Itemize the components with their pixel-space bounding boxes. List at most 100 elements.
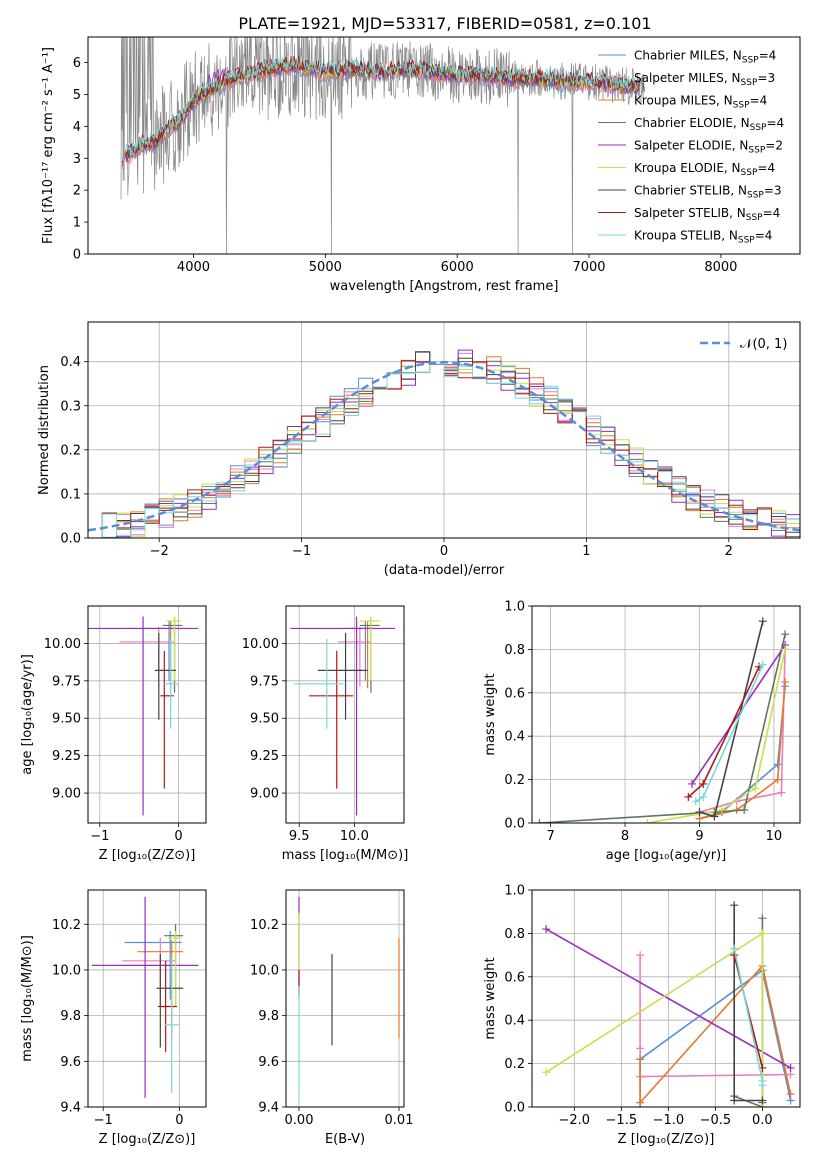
y-tick-label: 0.6 <box>504 970 525 985</box>
legend-value: =3 <box>757 71 775 85</box>
legend-label: Salpeter MILES, N <box>634 71 741 85</box>
y-tick-label: 10.0 <box>250 963 279 978</box>
legend-entry: Chabrier MILES, NSSP=4 <box>634 49 776 66</box>
axes-frame <box>531 889 801 1108</box>
y-tick-label: 10.2 <box>52 918 81 933</box>
x-tick-label: 2 <box>725 544 733 559</box>
weight-marker <box>781 630 790 639</box>
x-axis-label: (data-model)/error <box>384 563 505 578</box>
plot-area <box>120 37 645 254</box>
weight-marker <box>758 914 767 923</box>
x-tick-label: 5000 <box>309 260 342 275</box>
x-tick-label: 0 <box>175 1113 183 1128</box>
x-axis-label: mass [log₁₀(M/M⊙)] <box>282 848 409 863</box>
spectrum-chart: 4000 5000 6000 7000 8000 0 1 2 3 4 5 6 wavelength [A… <box>41 36 801 294</box>
x-tick-label: 7000 <box>572 260 605 275</box>
weight-marker <box>730 1096 739 1105</box>
y-tick-label: 10.0 <box>52 963 81 978</box>
mass-vs-metallicity-chart: −1 0 9.4 9.6 9.8 10.0 10.2 Z [log₁₀(Z/Z⊙)] mass … <box>20 889 207 1147</box>
y-axis-label: Normed distribution <box>37 365 52 495</box>
plot-area <box>91 896 199 1098</box>
weight-marker <box>758 1081 767 1090</box>
weight-marker <box>688 779 697 788</box>
legend-entry: Salpeter STELIB, NSSP=4 <box>634 206 780 223</box>
legend-entry: Kroupa STELIB, NSSP=4 <box>634 229 772 246</box>
weight-marker <box>710 812 719 821</box>
legend-value: =4 <box>766 116 784 130</box>
y-tick-label: 10.00 <box>44 637 81 652</box>
weight-marker <box>636 1055 645 1064</box>
weight-line-kroupa-elodie <box>647 649 786 823</box>
weight-marker <box>758 929 767 938</box>
y-tick-label: 9.6 <box>60 1055 81 1070</box>
age-vs-mass-chart: 9.5 10.0 9.00 9.25 9.50 9.75 10.00 mass [log₁₀(… <box>242 605 409 863</box>
y-tick-label: 6 <box>73 56 81 71</box>
weight-marker <box>751 784 760 793</box>
legend-subscript: SSP <box>746 213 763 223</box>
normal-distribution-curve <box>88 360 800 532</box>
weight-marker <box>636 1098 645 1107</box>
legend-label: Chabrier ELODIE, N <box>634 116 750 130</box>
y-tick-label: 9.25 <box>250 749 279 764</box>
plot-area <box>290 616 396 816</box>
weight-line-chabrier-stelib <box>699 621 764 818</box>
weight-line-salpeter-elodie <box>691 644 786 785</box>
y-tick-label: 1 <box>73 216 81 231</box>
y-tick-label: 10.00 <box>242 637 279 652</box>
y-axis-label: Flux [fλ10⁻¹⁷ erg cm⁻² s⁻¹ A⁻¹] <box>41 47 56 244</box>
x-tick-label: 0 <box>174 829 182 844</box>
axes-frame <box>285 605 405 824</box>
plot-area <box>542 901 795 1107</box>
y-tick-label: 1.0 <box>504 884 525 899</box>
y-tick-label: 1.0 <box>504 600 525 615</box>
legend-subscript: SSP <box>748 146 765 156</box>
x-axis-label: Z [log₁₀(Z/Z⊙)] <box>99 848 196 863</box>
legend-value: =3 <box>764 184 782 198</box>
legend-label: Chabrier STELIB, N <box>634 184 747 198</box>
weight-marker <box>781 645 790 654</box>
weight-marker <box>535 819 544 823</box>
legend-subscript: SSP <box>742 56 759 66</box>
legend-value: =4 <box>759 49 777 63</box>
x-tick-label: 0.00 <box>285 1113 314 1128</box>
weight-marker <box>758 1096 767 1105</box>
y-axis-label: mass weight <box>483 957 498 1039</box>
legend-value: =4 <box>763 206 781 220</box>
y-axis-label: mass weight <box>483 673 498 755</box>
observed-spectrum-line <box>120 37 645 254</box>
x-tick-label: 0.01 <box>385 1113 414 1128</box>
y-tick-label: 9.75 <box>52 674 81 689</box>
y-tick-label: 0.1 <box>60 487 81 502</box>
x-tick-label: 10 <box>766 829 783 844</box>
y-tick-label: 0.0 <box>60 532 81 547</box>
weight-marker <box>695 808 704 817</box>
y-tick-label: 0.2 <box>504 773 525 788</box>
y-tick-label: 0.4 <box>504 730 525 745</box>
legend-subscript: SSP <box>741 168 758 178</box>
weight-marker <box>758 660 767 669</box>
weight-marker <box>758 617 767 626</box>
legend-subscript: SSP <box>733 101 750 111</box>
y-tick-label: 9.25 <box>52 749 81 764</box>
y-tick-label: 0.0 <box>504 1101 525 1116</box>
y-tick-label: 9.50 <box>250 712 279 727</box>
plot-area <box>88 349 800 538</box>
y-tick-label: 0.4 <box>60 355 81 370</box>
x-axis-label: Z [log₁₀(Z/Z⊙)] <box>618 1132 715 1147</box>
y-tick-label: 0.2 <box>504 1057 525 1072</box>
age-vs-metallicity-chart: −1 0 9.00 9.25 9.50 9.75 10.00 Z [log₁₀(Z/Z⊙)] a… <box>20 605 207 863</box>
x-axis-label: E(B-V) <box>325 1132 365 1147</box>
x-tick-label: 9.5 <box>289 829 310 844</box>
x-axis-label: age [log₁₀(age/yr)] <box>606 848 727 863</box>
legend-label: Kroupa STELIB, N <box>634 229 738 243</box>
weight-marker <box>542 1068 551 1077</box>
weight-marker <box>684 792 693 801</box>
x-tick-label: −1.0 <box>653 1113 685 1128</box>
weight-line-kroupa-stelib <box>733 948 764 1086</box>
plot-area <box>88 616 199 816</box>
y-tick-label: 0.4 <box>504 1014 525 1029</box>
y-tick-label: 0.8 <box>504 643 525 658</box>
x-tick-label: −1 <box>90 829 109 844</box>
weight-line-chabrier-stelib <box>733 905 763 1102</box>
